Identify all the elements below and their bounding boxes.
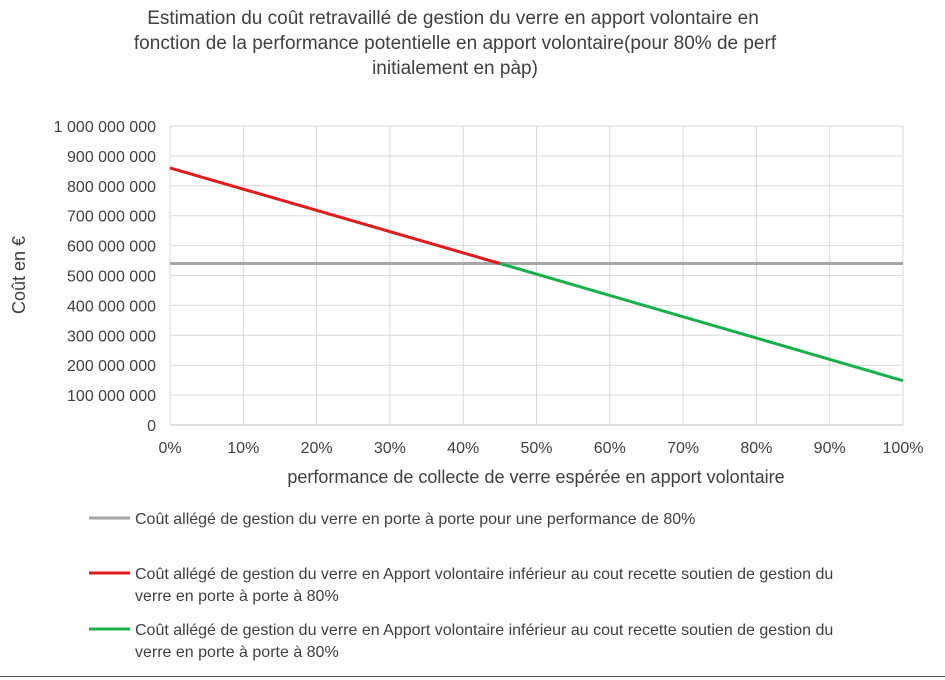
x-tick-label: 50%: [520, 440, 552, 457]
x-axis-title: performance de collecte de verre espérée…: [287, 467, 784, 487]
chart-title: Estimation du coût retravaillé de gestio…: [134, 8, 777, 79]
x-tick-label: 90%: [814, 440, 846, 457]
x-tick-label: 40%: [447, 440, 479, 457]
series-lines: [169, 166, 904, 383]
x-tick-label: 80%: [740, 440, 772, 457]
y-tick-label: 400 000 000: [67, 298, 156, 315]
legend: Coût allégé de gestion du verre en porte…: [89, 511, 833, 661]
x-tick-label: 100%: [883, 440, 924, 457]
legend-label: Coût allégé de gestion du verre en Appor…: [135, 566, 833, 605]
x-tick-label: 60%: [594, 440, 626, 457]
x-tick-label: 70%: [667, 440, 699, 457]
y-axis-title: Coût en €: [9, 236, 29, 314]
y-tick-label: 0: [147, 418, 156, 435]
y-tick-label: 100 000 000: [67, 388, 156, 405]
chart-title-line-3: initialement en pàp): [372, 58, 538, 79]
x-tick-label: 10%: [227, 440, 259, 457]
y-tick-label: 300 000 000: [67, 328, 156, 345]
legend-label: Coût allégé de gestion du verre en Appor…: [135, 622, 833, 661]
y-tick-label: 900 000 000: [67, 149, 156, 166]
x-tick-label: 30%: [374, 440, 406, 457]
chart-title-line-1: Estimation du coût retravaillé de gestio…: [147, 8, 759, 29]
legend-entry-2: Coût allégé de gestion du verre en Appor…: [89, 566, 833, 605]
y-tick-label: 200 000 000: [67, 358, 156, 375]
y-axis-ticks: 0 100 000 000 200 000 000 300 000 000 400 00…: [54, 119, 156, 435]
series-line-3: [499, 262, 904, 383]
y-tick-label: 800 000 000: [67, 179, 156, 196]
legend-label: Coût allégé de gestion du verre en porte…: [135, 511, 695, 528]
y-tick-label: 500 000 000: [67, 269, 156, 286]
legend-entry-1: Coût allégé de gestion du verre en porte…: [89, 511, 695, 528]
y-tick-label: 1 000 000 000: [54, 119, 156, 136]
y-tick-label: 700 000 000: [67, 209, 156, 226]
legend-entry-3: Coût allégé de gestion du verre en Appor…: [89, 622, 833, 661]
bottom-divider: [0, 676, 945, 677]
x-tick-label: 20%: [301, 440, 333, 457]
y-tick-label: 600 000 000: [67, 239, 156, 256]
series-line-2: [169, 166, 501, 265]
x-axis-ticks: 0% 10% 20% 30% 40% 50% 60% 70% 80% 90% 100%: [158, 440, 923, 457]
chart-title-line-2: fonction de la performance potentielle e…: [134, 33, 777, 54]
x-tick-label: 0%: [158, 440, 181, 457]
